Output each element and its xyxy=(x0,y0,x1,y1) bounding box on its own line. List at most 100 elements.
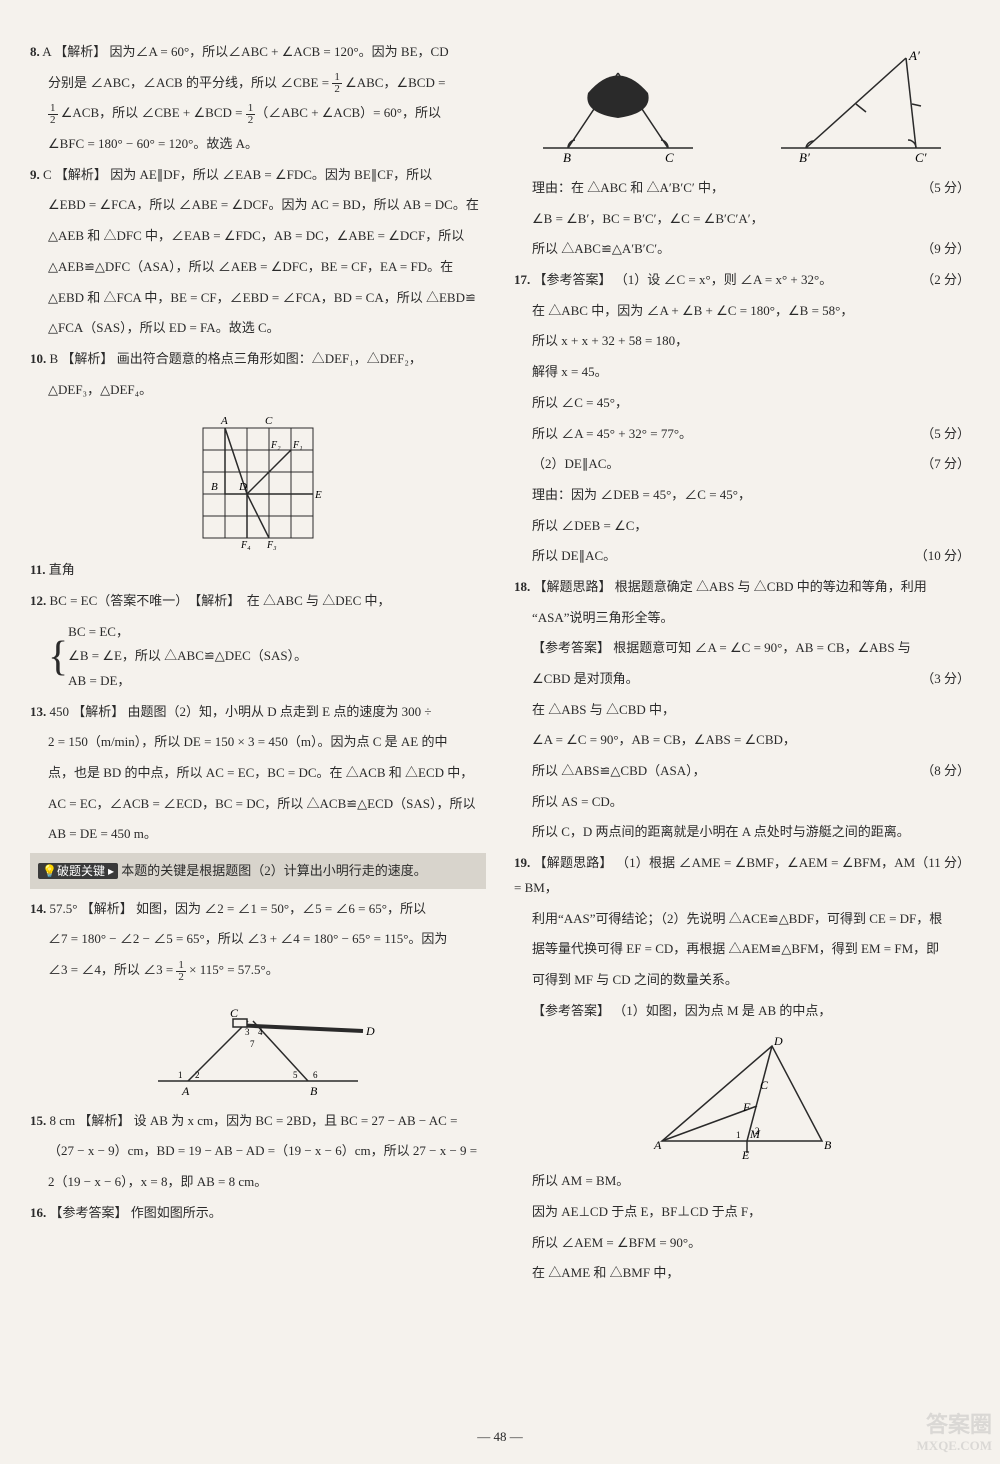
q13-l4: AC = EC，∠ACB = ∠ECD，BC = DC，所以 △ACB≌△ECD… xyxy=(30,792,486,817)
svg-text:E: E xyxy=(741,1148,750,1161)
svg-text:A: A xyxy=(181,1084,190,1098)
q9-ans: C xyxy=(43,167,52,182)
key-label-icon: 💡破题关键 ▸ xyxy=(38,863,118,879)
q19-fig: A B C D E F M 1 2 xyxy=(514,1031,970,1161)
svg-text:A: A xyxy=(653,1138,662,1152)
q14-fig: A B C D 1 2 3 4 5 6 7 xyxy=(30,991,486,1101)
q19-num: 19. xyxy=(514,855,530,870)
q10-l1: 画出符合题意的格点三角形如图：△DEF₁，△DEF₂， xyxy=(117,351,422,366)
q10-fig: A C B D E F₁ F₂ F₃ F₄ xyxy=(30,410,486,550)
q8-l2: 分别是 ∠ABC，∠ACB 的平分线，所以 ∠CBE = 12 ∠ABC，∠BC… xyxy=(30,71,486,96)
q17-l3: 所以 x + x + 32 + 58 = 180， xyxy=(514,329,970,354)
q18-l3: 根据题意可知 ∠A = ∠C = 90°，AB = CB，∠ABS 与 xyxy=(613,640,911,655)
svg-text:F₂: F₂ xyxy=(270,440,281,451)
svg-text:F₃: F₃ xyxy=(266,540,277,550)
q18-l2: “ASA”说明三角形全等。 xyxy=(514,606,970,631)
q15: 15. 8 cm 【解析】 设 AB 为 x cm，因为 BC = 2BD，且 … xyxy=(30,1109,486,1134)
q17-l8: 理由：因为 ∠DEB = 45°，∠C = 45°， xyxy=(514,483,970,508)
q13-num: 13. xyxy=(30,704,46,719)
q15-l3: 2（19 − x − 6），x = 8，即 AB = 8 cm。 xyxy=(30,1170,486,1195)
q17-l7: （2）DE∥AC。 （7 分） xyxy=(514,452,970,477)
q17-l5: 所以 ∠C = 45°， xyxy=(514,391,970,416)
q17-l1: （1）设 ∠C = x°，则 ∠A = x° + 32°。 xyxy=(615,272,832,287)
q19-tag1: 【解题思路】 xyxy=(534,855,613,870)
q10-l2: △DEF₃，△DEF₄。 xyxy=(30,378,486,403)
q18-l9: 所以 C，D 两点间的距离就是小明在 A 点处时与游艇之间的距离。 xyxy=(514,820,970,845)
q11-text: 直角 xyxy=(49,562,75,577)
q13-l2: 2 = 150（m/min），所以 DE = 150 × 3 = 450（m）。… xyxy=(30,730,486,755)
angle-figure: A B C D 1 2 3 4 5 6 7 xyxy=(138,991,378,1101)
q14-l2: ∠7 = 180° − ∠2 − ∠5 = 65°，所以 ∠3 + ∠4 = 1… xyxy=(30,927,486,952)
q12-l1: BC = EC（答案不唯一） 【解析】 在 △ABC 与 △DEC 中， xyxy=(50,593,391,608)
svg-text:D: D xyxy=(365,1024,375,1038)
q9-l5: △EBD 和 △FCA 中，BE = CF，∠EBD = ∠FCA，BD = C… xyxy=(30,286,486,311)
q19-tag2: 【参考答案】 xyxy=(532,1003,610,1018)
q15-ans: 8 cm xyxy=(50,1113,76,1128)
q15-tag: 【解析】 xyxy=(78,1113,130,1128)
q13-l1: 由题图（2）知，小明从 D 点走到 E 点的速度为 300 ÷ xyxy=(128,704,432,719)
q14-ans: 57.5° xyxy=(50,901,78,916)
q16-text: 作图如图所示。 xyxy=(131,1205,222,1220)
q8-tag: 【解析】 xyxy=(54,44,106,59)
q18-tag2: 【参考答案】 xyxy=(532,640,610,655)
q17-num: 17. xyxy=(514,272,530,287)
q11: 11. 直角 xyxy=(30,558,486,583)
svg-text:C′: C′ xyxy=(915,150,927,165)
q18-num: 18. xyxy=(514,579,530,594)
q9-l4: △AEB≌△DFC（ASA），所以 ∠AEB = ∠DFC，BE = CF，EA… xyxy=(30,255,486,280)
q18-l6: ∠A = ∠C = 90°，AB = CB，∠ABS = ∠CBD， xyxy=(514,728,970,753)
svg-text:B: B xyxy=(310,1084,318,1098)
q10-tag: 【解析】 xyxy=(61,351,113,366)
q19-l5wrap: 【参考答案】 （1）如图，因为点 M 是 AB 的中点， xyxy=(514,999,970,1024)
svg-text:F: F xyxy=(742,1100,751,1114)
q16-fig: B C A′ B′ C′ xyxy=(514,48,970,168)
triangle-right: A′ B′ C′ xyxy=(771,48,951,168)
q10-ans: B xyxy=(50,351,59,366)
q19-l2: 利用“AAS”可得结论；（2）先说明 △ACE≌△BDF，可得到 CE = DF… xyxy=(514,907,970,932)
q8-l1: 因为∠A = 60°，所以∠ABC + ∠ACB = 120°。因为 BE，CD xyxy=(109,44,448,59)
q9-l3: △AEB 和 △DFC 中，∠EAB = ∠FDC，AB = DC，∠ABE =… xyxy=(30,224,486,249)
q18-l3wrap: 【参考答案】 根据题意可知 ∠A = ∠C = 90°，AB = CB，∠ABS… xyxy=(514,636,970,661)
q18-tag1: 【解题思路】 xyxy=(534,579,612,594)
q18-l4: ∠CBD 是对顶角。 （3 分） xyxy=(514,667,970,692)
q13-l5: AB = DE = 450 m。 xyxy=(30,822,486,847)
q13-l3: 点，也是 BD 的中点，所以 AC = EC，BC = DC。在 △ACB 和 … xyxy=(30,761,486,786)
right-column: B C A′ B′ C′ （5 分） 理由：在 △ABC 和 △A′B′C′ xyxy=(514,40,970,1292)
q9-l1: 因为 AE∥DF，所以 ∠EAB = ∠FDC。因为 BE∥CF，所以 xyxy=(110,167,432,182)
q16-num: 16. xyxy=(30,1205,46,1220)
q15-l1: 设 AB 为 x cm，因为 BC = 2BD，且 BC = 27 − AB −… xyxy=(134,1113,458,1128)
q17-tag: 【参考答案】 xyxy=(534,272,612,287)
page-number: — 48 — xyxy=(0,1425,1000,1450)
q14-l1: 如图，因为 ∠2 = ∠1 = 50°，∠5 = ∠6 = 65°，所以 xyxy=(136,901,426,916)
q18-l5: 在 △ABS 与 △CBD 中， xyxy=(514,698,970,723)
svg-text:B: B xyxy=(563,150,571,165)
q17: 17. 【参考答案】 （1）设 ∠C = x°，则 ∠A = x° + 32°。… xyxy=(514,268,970,293)
left-column: 8. A 【解析】 因为∠A = 60°，所以∠ABC + ∠ACB = 120… xyxy=(30,40,486,1292)
q15-l2: （27 − x − 9）cm，BD = 19 − AB − AD =（19 − … xyxy=(30,1139,486,1164)
q12: 12. BC = EC（答案不唯一） 【解析】 在 △ABC 与 △DEC 中， xyxy=(30,589,486,614)
q17-l6: 所以 ∠A = 45° + 32° = 77°。 （5 分） xyxy=(514,422,970,447)
svg-text:7: 7 xyxy=(250,1039,255,1049)
q19-l4: 可得到 MF 与 CD 之间的数量关系。 xyxy=(514,968,970,993)
q13-keytext: 本题的关键是根据题图（2）计算出小明行走的速度。 xyxy=(121,863,427,878)
q17-l4: 解得 x = 45。 xyxy=(514,360,970,385)
q19-l9: 在 △AME 和 △BMF 中， xyxy=(514,1261,970,1286)
svg-text:1: 1 xyxy=(736,1130,741,1140)
q9-tag: 【解析】 xyxy=(55,167,107,182)
svg-text:E: E xyxy=(314,489,322,501)
svg-text:F₄: F₄ xyxy=(240,540,251,550)
q18-l8: 所以 AS = CD。 xyxy=(514,790,970,815)
q14: 14. 57.5° 【解析】 如图，因为 ∠2 = ∠1 = 50°，∠5 = … xyxy=(30,897,486,922)
svg-text:C: C xyxy=(230,1006,239,1020)
svg-text:6: 6 xyxy=(313,1070,318,1080)
svg-text:B′: B′ xyxy=(799,150,810,165)
q14-l3: ∠3 = ∠4，所以 ∠3 = 12 × 115° = 57.5°。 xyxy=(30,958,486,983)
svg-text:C: C xyxy=(265,415,273,427)
q18: 18. 【解题思路】 根据题意确定 △ABS 与 △CBD 中的等边和等角，利用 xyxy=(514,575,970,600)
q9-l6: △FCA（SAS），所以 ED = FA。故选 C。 xyxy=(30,316,486,341)
svg-text:D: D xyxy=(238,481,247,493)
q9-l2: ∠EBD = ∠FCA，所以 ∠ABE = ∠DCF。因为 AC = BD，所以… xyxy=(30,193,486,218)
q15-num: 15. xyxy=(30,1113,46,1128)
svg-text:A′: A′ xyxy=(908,48,920,63)
q14-num: 14. xyxy=(30,901,46,916)
